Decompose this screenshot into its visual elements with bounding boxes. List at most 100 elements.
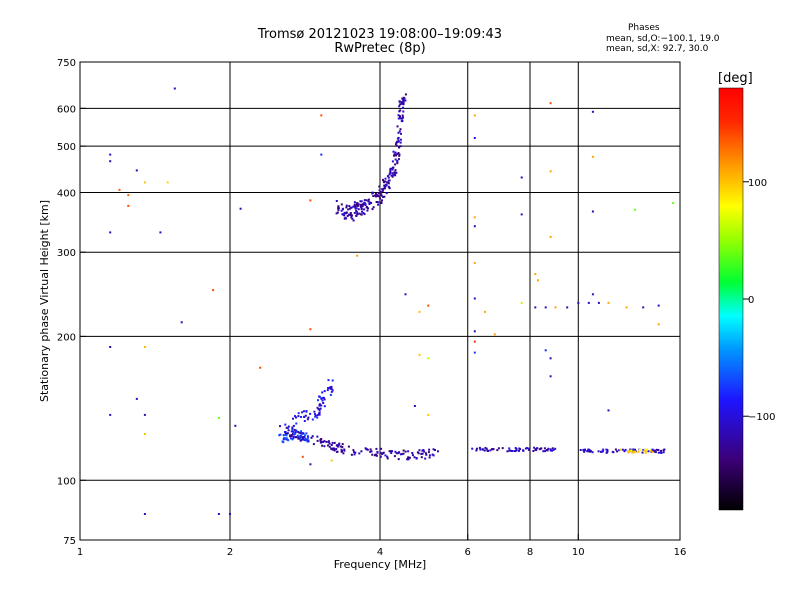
- data-point: [395, 144, 398, 147]
- data-point: [547, 447, 550, 450]
- data-point: [311, 435, 314, 438]
- data-point: [533, 446, 536, 449]
- data-point: [300, 438, 303, 441]
- data-point: [612, 451, 615, 454]
- data-point: [342, 452, 345, 455]
- data-point: [544, 306, 547, 309]
- data-point: [377, 195, 380, 198]
- data-point: [421, 452, 424, 455]
- data-point: [307, 435, 309, 438]
- data-point: [544, 450, 547, 453]
- data-point: [399, 453, 402, 456]
- data-point: [333, 441, 336, 444]
- data-point: [143, 346, 146, 348]
- data-point: [335, 200, 338, 202]
- data-point: [297, 412, 300, 415]
- data-point: [328, 445, 331, 448]
- data-point: [293, 428, 296, 431]
- data-point: [303, 420, 306, 422]
- data-point: [386, 175, 389, 178]
- data-point: [654, 450, 657, 453]
- data-point: [359, 200, 362, 203]
- data-point: [330, 444, 333, 446]
- y-tick-label: 200: [57, 332, 76, 343]
- data-point: [302, 432, 305, 435]
- data-point: [549, 357, 552, 360]
- data-point: [374, 194, 376, 197]
- data-point: [632, 448, 635, 451]
- x-tick-label: 1: [77, 547, 83, 558]
- data-point: [396, 137, 399, 140]
- data-point: [239, 207, 242, 210]
- data-point: [398, 451, 401, 454]
- data-point: [524, 447, 527, 450]
- data-point: [413, 456, 416, 459]
- data-point: [432, 454, 435, 457]
- data-point: [392, 166, 395, 169]
- data-point: [345, 204, 348, 207]
- data-point: [378, 185, 381, 188]
- data-point: [655, 448, 658, 451]
- data-point: [212, 289, 215, 292]
- data-point: [602, 448, 605, 451]
- data-point: [323, 405, 326, 408]
- data-point: [402, 99, 405, 101]
- data-point: [166, 181, 169, 184]
- colorbar-ticks: −100 0 100: [743, 178, 775, 423]
- data-point: [339, 445, 342, 448]
- data-point: [336, 450, 339, 453]
- data-point: [286, 438, 289, 441]
- data-point: [606, 450, 609, 453]
- data-point: [633, 451, 636, 454]
- data-point: [577, 301, 580, 304]
- data-point: [407, 458, 410, 461]
- data-point: [316, 414, 319, 417]
- data-point: [309, 412, 312, 415]
- data-point: [651, 448, 654, 451]
- data-point: [398, 154, 401, 157]
- data-point: [515, 449, 518, 452]
- data-point: [284, 423, 287, 426]
- data-point: [375, 192, 377, 195]
- data-point: [361, 210, 363, 213]
- data-point: [384, 177, 387, 180]
- data-point: [357, 208, 360, 211]
- data-point: [588, 450, 591, 453]
- data-point: [647, 450, 650, 453]
- data-point: [384, 183, 387, 186]
- data-point: [383, 186, 386, 189]
- data-point: [428, 456, 431, 459]
- data-point: [285, 438, 288, 441]
- data-point: [380, 193, 383, 196]
- data-point: [350, 453, 353, 456]
- data-point: [619, 448, 622, 451]
- data-point: [135, 397, 138, 400]
- data-point: [434, 449, 436, 451]
- chart-title: Tromsø 20121023 19:08:00–19:09:43: [257, 27, 503, 42]
- data-point: [328, 442, 331, 445]
- data-point: [341, 446, 344, 448]
- data-point: [483, 449, 486, 452]
- data-point: [649, 449, 652, 452]
- data-point: [364, 204, 367, 206]
- y-axis-label: Stationary phase Virtual Height [km]: [38, 200, 51, 402]
- data-point: [382, 180, 385, 183]
- data-point: [283, 437, 286, 439]
- data-point: [566, 306, 569, 309]
- data-point: [537, 279, 539, 282]
- data-point: [380, 447, 383, 450]
- x-tick-label: 8: [527, 547, 533, 558]
- data-point: [333, 447, 336, 450]
- data-point: [335, 448, 338, 450]
- data-point: [396, 159, 399, 162]
- data-point: [322, 440, 325, 443]
- data-point: [406, 458, 409, 461]
- data-point: [353, 203, 356, 206]
- data-point: [423, 450, 426, 453]
- data-point: [428, 454, 431, 457]
- data-point: [310, 436, 313, 439]
- data-point: [520, 301, 523, 304]
- data-point: [325, 440, 328, 443]
- data-point: [173, 87, 176, 90]
- data-point: [297, 415, 300, 418]
